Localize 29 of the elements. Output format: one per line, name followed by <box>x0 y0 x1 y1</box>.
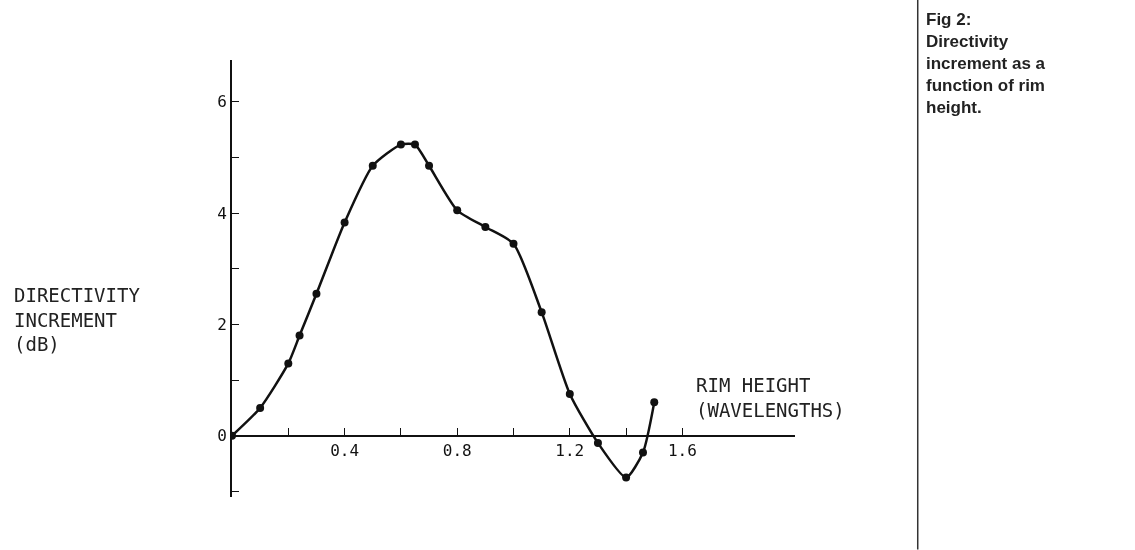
point <box>256 403 265 412</box>
point <box>638 448 647 457</box>
x-tick-label: 0.4 <box>330 440 360 460</box>
point <box>593 439 602 447</box>
x-tick-label: 1.6 <box>667 440 697 460</box>
point <box>425 161 434 170</box>
point <box>453 206 462 215</box>
point <box>650 398 659 407</box>
y-tick-label: 2 <box>217 315 227 335</box>
x-tick-label: 0.8 <box>442 440 472 460</box>
x-tick-label: 1.2 <box>555 440 585 460</box>
point <box>481 223 490 232</box>
point <box>340 218 349 227</box>
point <box>537 308 546 317</box>
point <box>410 140 419 149</box>
y-tick-label: 0 <box>217 426 227 446</box>
point <box>509 239 518 248</box>
point <box>622 473 631 482</box>
point <box>565 390 574 399</box>
x-axis-title: RIM HEIGHT (WAVELENGTHS) <box>696 374 845 421</box>
y-tick-label: 4 <box>217 203 227 223</box>
caption: Fig 2: Directivity increment as a function of rim height. <box>926 10 1046 118</box>
point <box>295 331 304 340</box>
point <box>284 359 293 368</box>
point <box>396 140 405 149</box>
point <box>312 289 321 298</box>
y-tick-label: 6 <box>217 92 227 112</box>
point <box>368 161 377 170</box>
y-axis-title: DIRECTIVITY INCREMENT (dB) <box>14 284 141 356</box>
